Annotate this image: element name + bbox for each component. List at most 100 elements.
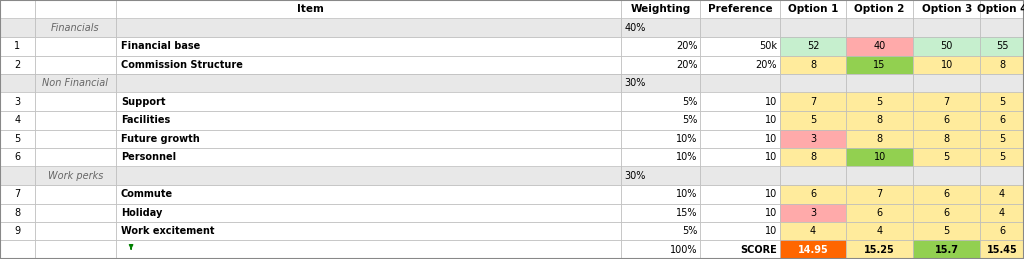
Text: 7: 7 (810, 97, 816, 107)
Text: 4: 4 (14, 115, 20, 125)
Text: 15.7: 15.7 (935, 245, 958, 255)
Bar (700, 222, 780, 241)
Bar (621, 167, 700, 185)
Bar (913, 92, 980, 111)
Text: Item: Item (297, 4, 324, 14)
Text: 8: 8 (944, 134, 949, 144)
Bar (846, 111, 913, 130)
Bar (621, 0, 700, 18)
Text: 5: 5 (943, 152, 950, 162)
Bar (621, 55, 700, 74)
Text: 6: 6 (14, 152, 20, 162)
Bar (980, 111, 1024, 130)
Text: Holiday: Holiday (121, 208, 162, 218)
Bar (0, 204, 35, 222)
Bar (780, 185, 846, 204)
Bar (700, 241, 780, 259)
Bar (980, 18, 1024, 37)
Bar (621, 92, 700, 111)
Bar (913, 74, 980, 92)
Bar (700, 92, 780, 111)
Text: 8: 8 (810, 60, 816, 70)
Bar (116, 185, 621, 204)
Text: 8: 8 (999, 60, 1005, 70)
Text: Facilities: Facilities (121, 115, 170, 125)
Text: Future growth: Future growth (121, 134, 200, 144)
Bar (913, 130, 980, 148)
Text: Option 3: Option 3 (922, 4, 972, 14)
Bar (621, 37, 700, 55)
Bar (980, 130, 1024, 148)
Text: 20%: 20% (676, 60, 697, 70)
Text: 50: 50 (940, 41, 953, 51)
Text: Preference: Preference (708, 4, 773, 14)
Bar (846, 74, 913, 92)
Bar (980, 241, 1024, 259)
Bar (700, 130, 780, 148)
Text: SCORE: SCORE (740, 245, 777, 255)
Text: 10: 10 (941, 60, 952, 70)
Text: Non Financial: Non Financial (42, 78, 109, 88)
Bar (700, 111, 780, 130)
Text: 50k: 50k (759, 41, 777, 51)
Text: 5: 5 (998, 97, 1006, 107)
Text: 15: 15 (873, 60, 886, 70)
Bar (846, 130, 913, 148)
Bar (780, 222, 846, 241)
Text: 6: 6 (944, 189, 949, 199)
Text: 5: 5 (998, 152, 1006, 162)
Bar (621, 204, 700, 222)
Text: Work perks: Work perks (47, 171, 103, 181)
Text: 4: 4 (999, 189, 1005, 199)
Bar (0, 148, 35, 167)
Bar (35, 167, 116, 185)
Text: 30%: 30% (625, 171, 646, 181)
Text: Option 2: Option 2 (854, 4, 905, 14)
Bar (980, 167, 1024, 185)
Bar (913, 167, 980, 185)
Bar (846, 37, 913, 55)
Bar (980, 74, 1024, 92)
Bar (846, 222, 913, 241)
Bar (116, 74, 621, 92)
Text: 52: 52 (807, 41, 819, 51)
Text: 5: 5 (877, 97, 883, 107)
Text: 5%: 5% (682, 115, 697, 125)
Bar (780, 167, 846, 185)
Bar (780, 148, 846, 167)
Text: 2: 2 (14, 60, 20, 70)
Bar (913, 185, 980, 204)
Bar (846, 204, 913, 222)
Text: 40%: 40% (625, 23, 646, 33)
Bar (780, 130, 846, 148)
Text: 5: 5 (810, 115, 816, 125)
Bar (700, 18, 780, 37)
Bar (700, 167, 780, 185)
Bar (35, 55, 116, 74)
Text: 100%: 100% (670, 245, 697, 255)
Bar (780, 111, 846, 130)
Text: 8: 8 (14, 208, 20, 218)
Bar (700, 0, 780, 18)
Bar (35, 0, 116, 18)
Bar (116, 0, 621, 18)
Text: Option 1: Option 1 (787, 4, 839, 14)
Bar (980, 55, 1024, 74)
Bar (913, 18, 980, 37)
Bar (35, 148, 116, 167)
Bar (621, 185, 700, 204)
Text: 10: 10 (765, 134, 777, 144)
Bar (780, 37, 846, 55)
Bar (116, 18, 621, 37)
Text: 40: 40 (873, 41, 886, 51)
Bar (846, 0, 913, 18)
Bar (846, 55, 913, 74)
Text: 10: 10 (765, 115, 777, 125)
Text: 5: 5 (14, 134, 20, 144)
Text: 5: 5 (943, 226, 950, 236)
Text: 10: 10 (765, 97, 777, 107)
Text: 7: 7 (943, 97, 950, 107)
Text: 15.45: 15.45 (986, 245, 1018, 255)
Text: 15%: 15% (676, 208, 697, 218)
Bar (913, 241, 980, 259)
